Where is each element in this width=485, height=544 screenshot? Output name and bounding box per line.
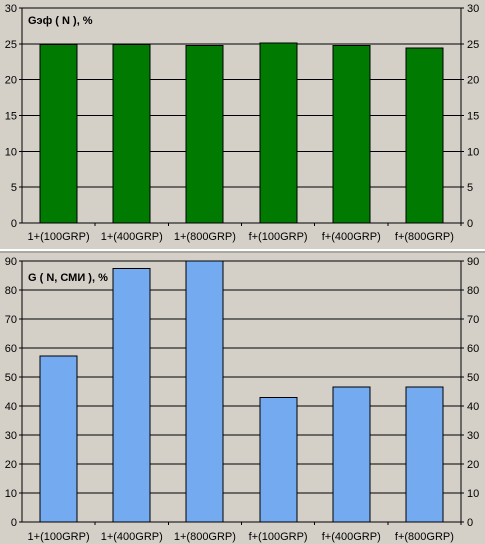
x-tick-label: 1+(800GRP) <box>174 231 236 243</box>
y-tick-label-right: 90 <box>467 256 479 268</box>
x-tick-label: 1+(400GRP) <box>101 231 163 243</box>
chart-title: G ( N, СМИ ), % <box>28 272 108 284</box>
y-tick-label-right: 30 <box>467 3 479 15</box>
y-tick-label-left: 15 <box>5 111 17 123</box>
y-tick-label-right: 60 <box>467 343 479 355</box>
bar <box>259 42 298 224</box>
bar <box>112 44 151 224</box>
y-tick-label-right: 80 <box>467 285 479 297</box>
y-tick-label-left: 0 <box>11 517 17 529</box>
y-tick-label-left: 10 <box>5 146 17 158</box>
bar <box>332 44 371 224</box>
y-tick-label-right: 0 <box>467 517 473 529</box>
x-tick-label: 1+(100GRP) <box>28 231 90 243</box>
x-tick-label: f+(800GRP) <box>395 231 454 243</box>
y-tick-label-left: 20 <box>5 75 17 87</box>
y-tick-label-left: 5 <box>11 182 17 194</box>
y-tick-label-right: 50 <box>467 372 479 384</box>
x-tick-label: f+(400GRP) <box>322 531 381 543</box>
y-tick-label-right: 20 <box>467 75 479 87</box>
y-tick-label-left: 20 <box>5 459 17 471</box>
bar <box>39 44 78 224</box>
y-tick-label-left: 90 <box>5 256 17 268</box>
bar <box>39 355 78 523</box>
bar <box>332 386 371 523</box>
y-tick-label-left: 70 <box>5 314 17 326</box>
y-tick-label-right: 25 <box>467 39 479 51</box>
bar <box>112 267 151 523</box>
x-tick-label: 1+(800GRP) <box>174 531 236 543</box>
y-tick-label-right: 40 <box>467 401 479 413</box>
y-tick-label-left: 30 <box>5 430 17 442</box>
y-tick-label-left: 25 <box>5 39 17 51</box>
y-tick-label-left: 40 <box>5 401 17 413</box>
y-tick-label-right: 15 <box>467 111 479 123</box>
y-tick-label-right: 20 <box>467 459 479 471</box>
y-tick-label-right: 5 <box>467 182 473 194</box>
y-tick-label-left: 80 <box>5 285 17 297</box>
bar <box>405 386 444 523</box>
x-tick-label: f+(800GRP) <box>395 531 454 543</box>
y-tick-label-right: 10 <box>467 146 479 158</box>
y-tick-label-right: 70 <box>467 314 479 326</box>
x-tick-label: 1+(100GRP) <box>28 531 90 543</box>
y-tick-label-right: 30 <box>467 430 479 442</box>
x-tick-label: 1+(400GRP) <box>101 531 163 543</box>
y-tick-label-right: 10 <box>467 488 479 500</box>
y-tick-label-left: 60 <box>5 343 17 355</box>
y-tick-label-left: 50 <box>5 372 17 384</box>
bar <box>185 260 224 523</box>
y-tick-label-left: 0 <box>11 218 17 230</box>
y-tick-label-right: 0 <box>467 218 473 230</box>
bar <box>259 396 298 523</box>
chart-title: Gэф ( N ), % <box>28 15 93 27</box>
bar <box>405 47 444 224</box>
bar <box>185 44 224 224</box>
x-tick-label: f+(400GRP) <box>322 231 381 243</box>
x-tick-label: f+(100GRP) <box>249 531 308 543</box>
y-tick-label-left: 10 <box>5 488 17 500</box>
x-tick-label: f+(100GRP) <box>249 231 308 243</box>
y-tick-label-left: 30 <box>5 3 17 15</box>
